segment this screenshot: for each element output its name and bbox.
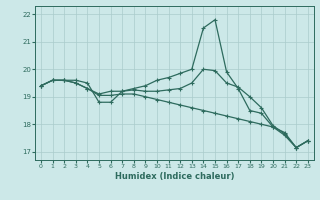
X-axis label: Humidex (Indice chaleur): Humidex (Indice chaleur) (115, 172, 234, 181)
